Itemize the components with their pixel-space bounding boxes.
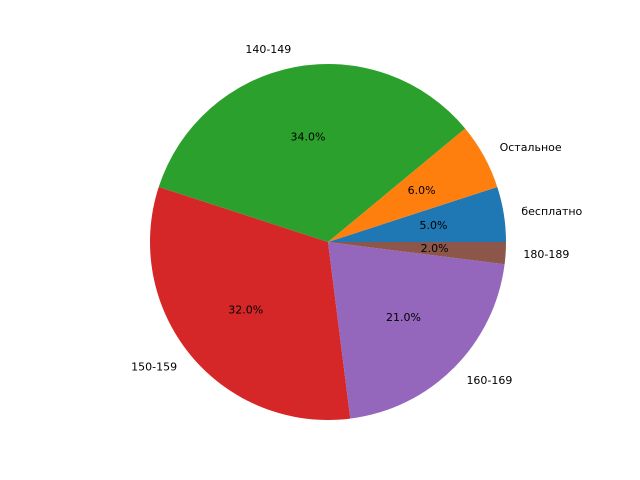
slice-percent-label: 2.0% — [421, 242, 449, 255]
slice-category-label: 140-149 — [245, 43, 291, 56]
pie-slice — [150, 186, 351, 420]
pie-slice — [328, 128, 498, 242]
slices-layer — [150, 64, 506, 420]
pie-slice — [158, 64, 466, 243]
slice-percent-label: 32.0% — [228, 304, 263, 317]
pie-slice — [328, 242, 506, 265]
pie-slice — [328, 242, 505, 419]
slice-percent-label: 6.0% — [408, 184, 436, 197]
slice-category-label: 180-189 — [523, 248, 569, 261]
slice-labels-layer: бесплатно Остальное 140-149 150-159 160-169 1… — [131, 43, 582, 387]
pie-slice — [328, 186, 506, 242]
slice-category-label: Остальное — [500, 141, 562, 154]
slice-category-label: 160-169 — [466, 374, 512, 387]
slice-percent-label: 34.0% — [291, 131, 326, 144]
slice-percent-label: 5.0% — [420, 219, 448, 232]
slice-category-label: бесплатно — [521, 205, 582, 218]
percent-labels-layer: 5.0% 6.0% 34.0% 32.0% 21.0% 2.0% — [228, 131, 448, 324]
slice-percent-label: 21.0% — [386, 311, 421, 324]
slice-category-label: 150-159 — [131, 360, 177, 373]
